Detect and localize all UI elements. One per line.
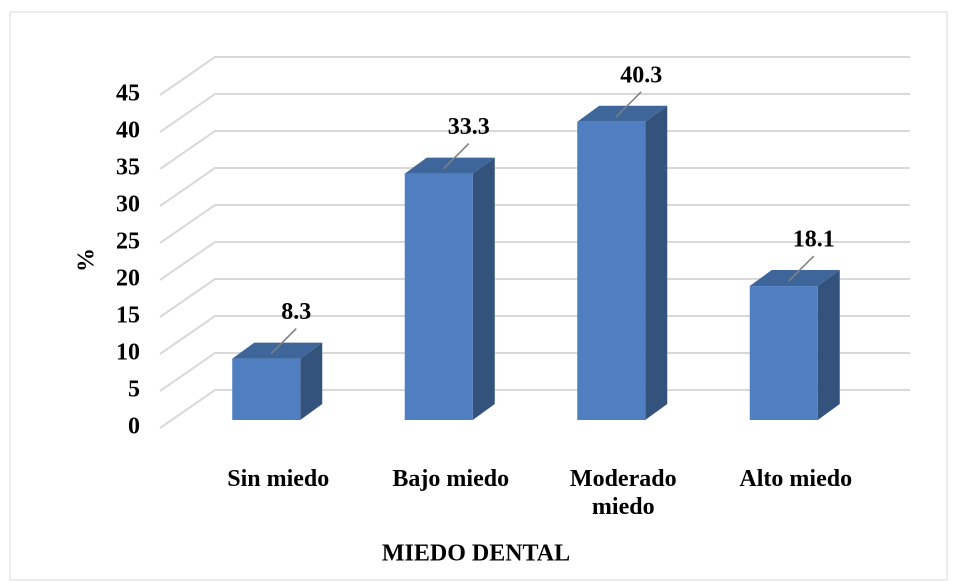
bar-side xyxy=(300,342,323,420)
y-tick-label: 40 xyxy=(116,118,140,144)
grid-line xyxy=(159,315,910,355)
leader-line xyxy=(443,143,470,170)
y-tick-label: 35 xyxy=(116,155,140,181)
bar xyxy=(577,121,646,420)
x-tick-label: Sin miedo xyxy=(227,466,330,492)
x-tick-label: Alto miedo xyxy=(739,466,853,492)
bar xyxy=(749,286,818,420)
grid-line xyxy=(159,93,910,133)
bar-side xyxy=(645,105,668,420)
bar-top xyxy=(232,342,323,359)
x-tick-label: Moderado miedo xyxy=(569,466,677,520)
grid-line xyxy=(159,241,910,281)
bar-side xyxy=(472,157,495,420)
leader-line xyxy=(615,91,642,118)
data-label: 33.3 xyxy=(448,114,490,140)
bar-side xyxy=(817,270,840,420)
leader-line xyxy=(788,255,815,282)
y-tick-label: 30 xyxy=(116,192,140,218)
data-label: 18.1 xyxy=(793,227,835,253)
leader-line xyxy=(270,328,297,355)
grid-line xyxy=(159,389,910,429)
bar xyxy=(404,173,473,420)
y-tick-label: 45 xyxy=(116,81,140,107)
grid-line xyxy=(159,352,910,392)
y-tick-label: 5 xyxy=(128,377,140,403)
y-tick-label: 25 xyxy=(116,229,140,255)
bar xyxy=(232,358,301,420)
grid-line xyxy=(159,204,910,244)
grid-line xyxy=(159,167,910,207)
y-tick-label: 20 xyxy=(116,266,140,292)
y-tick-label: 0 xyxy=(128,414,140,440)
y-tick-label: 10 xyxy=(116,340,140,366)
y-axis-title: % xyxy=(74,248,100,272)
x-tick-label: Bajo miedo xyxy=(392,466,510,492)
data-label: 8.3 xyxy=(281,299,311,325)
bar-top xyxy=(749,270,840,287)
x-axis-title: MIEDO DENTAL xyxy=(382,541,570,567)
bar-top xyxy=(404,157,495,174)
grid-line xyxy=(159,56,910,96)
grid-line xyxy=(159,130,910,170)
y-tick-label: 15 xyxy=(116,303,140,329)
bar-top xyxy=(577,105,668,122)
frame xyxy=(9,11,948,581)
grid-line xyxy=(159,278,910,318)
data-label: 40.3 xyxy=(620,62,662,88)
